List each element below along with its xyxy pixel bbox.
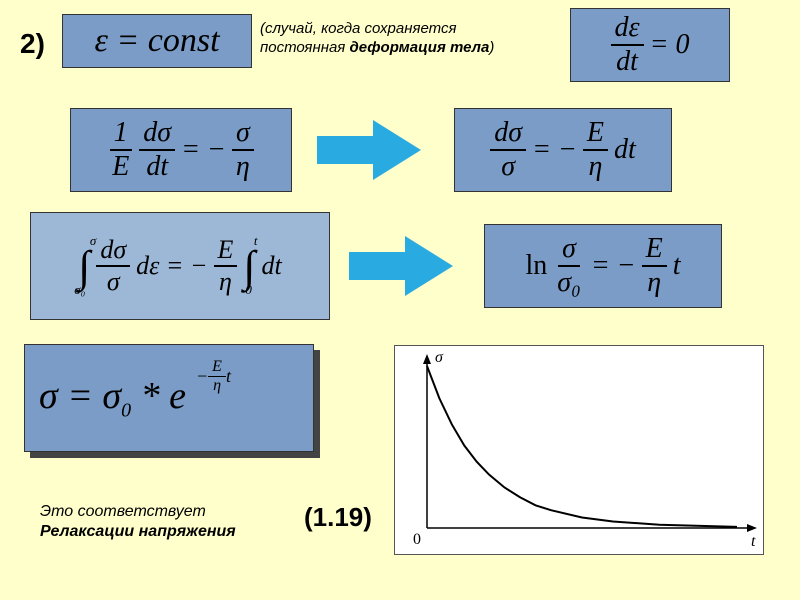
r2r-ln: ln — [525, 250, 547, 282]
r1l-f2n: dσ — [139, 117, 175, 151]
r2l-int2u: t — [254, 233, 258, 249]
formula-row2-right: ln σ σ₀ = − E η t — [484, 224, 722, 308]
caption-line2: постоянная деформация тела) — [260, 39, 494, 58]
formula-row1-right: dσ σ = − E η dt — [454, 108, 672, 192]
arrow-icon-1 — [314, 118, 424, 182]
r1l-f3n: σ — [232, 117, 254, 151]
r2l-int1l: σ₀ — [74, 282, 85, 298]
main-stare: * e — [131, 375, 186, 417]
formula-row2-left: σ ∫ σ₀ dσ σ dε = − E η t ∫ 0 dt — [30, 212, 330, 320]
deps-num: dε — [611, 12, 644, 46]
r2l-mid: dε = − — [136, 251, 207, 281]
r2r-f1n: σ — [558, 233, 580, 267]
relaxation-graph: σ t 0 — [394, 345, 764, 555]
formula-row1-left: 1 E dσ dt = − σ η — [70, 108, 292, 192]
r1l-f3d: η — [232, 151, 254, 183]
eq-eps-const-text: ε = const — [94, 22, 219, 60]
r2r-f1d: σ₀ — [553, 267, 585, 299]
svg-text:σ: σ — [435, 349, 444, 366]
item-number: 2) — [20, 28, 45, 60]
formula-eps-const: ε = const — [62, 14, 252, 68]
r1r-f1d: σ — [497, 151, 519, 183]
r2r-f2n: E — [642, 233, 667, 267]
r1r-f1n: dσ — [490, 117, 526, 151]
main-exp-n: E — [208, 358, 226, 377]
svg-text:t: t — [751, 533, 756, 550]
footer-line1: Это соответствует — [40, 502, 236, 522]
equation-number: (1.19) — [304, 502, 372, 533]
r2r-suf: t — [673, 250, 681, 282]
footer-caption: Это соответствует Релаксации напряжения — [40, 502, 236, 542]
r1l-eq: = − — [181, 134, 226, 166]
r2l-f2d: η — [215, 267, 236, 297]
main-exp-neg: − — [196, 366, 208, 387]
r1l-f1d: E — [108, 151, 133, 183]
deps-rhs: = 0 — [650, 29, 690, 61]
formula-main-result-shadow: σ = σ0 * e − E η t — [24, 344, 314, 452]
caption-line2-bold: деформация тела — [349, 39, 489, 56]
main-exp-d: η — [209, 377, 225, 395]
r1r-f2d: η — [584, 151, 606, 183]
svg-text:0: 0 — [413, 531, 421, 548]
r2l-f1n: dσ — [96, 235, 130, 267]
r2l-f1d: σ — [103, 267, 124, 297]
r1r-eq: = − — [532, 134, 577, 166]
r2l-int1u: σ — [90, 233, 96, 249]
r1r-f2n: E — [583, 117, 608, 151]
formula-main-result: σ = σ0 * e − E η t — [39, 374, 231, 423]
r2l-suf: dt — [261, 251, 281, 281]
main-lhs: σ = σ — [39, 375, 121, 417]
main-sub0: 0 — [121, 399, 131, 421]
caption-line2-pre: постоянная — [260, 39, 349, 56]
r2r-f2d: η — [643, 267, 665, 299]
r2r-mid: = − — [591, 250, 636, 282]
formula-deps-dt-zero: dε dt = 0 — [570, 8, 730, 82]
r1l-f1n: 1 — [110, 117, 132, 151]
deps-den: dt — [612, 46, 642, 78]
r1l-f2d: dt — [142, 151, 172, 183]
main-exp-t: t — [226, 366, 231, 387]
r1r-suf: dt — [614, 134, 636, 166]
caption-line2-close: ) — [489, 39, 494, 56]
graph-svg: σ t 0 — [395, 346, 765, 556]
footer-line2: Релаксации напряжения — [40, 522, 236, 542]
r2l-int2l: 0 — [245, 282, 252, 298]
r2l-f2n: E — [214, 235, 238, 267]
caption-constant-deformation: (случай, когда сохраняется постоянная де… — [260, 20, 494, 58]
arrow-icon-2 — [346, 234, 456, 298]
caption-line1: (случай, когда сохраняется — [260, 20, 494, 39]
